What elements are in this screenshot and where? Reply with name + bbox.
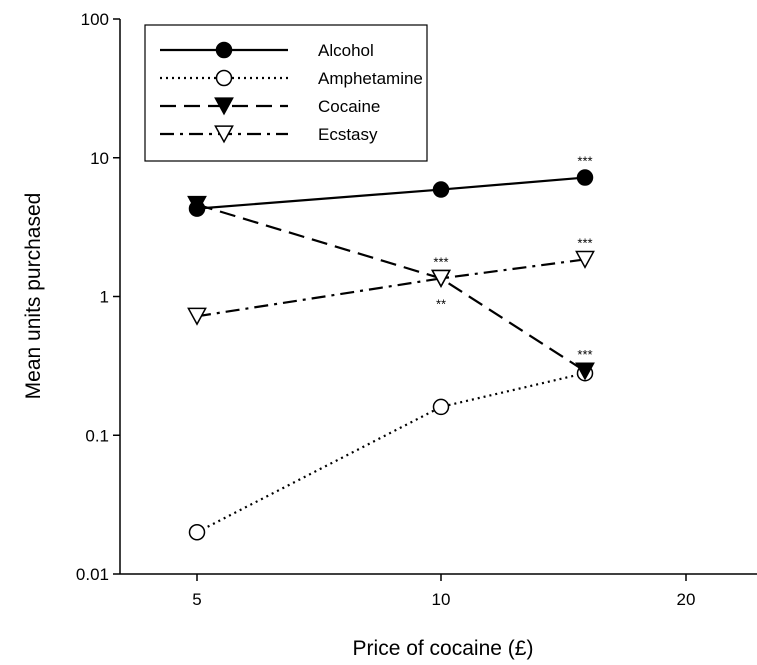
significance-marker: ** — [436, 296, 446, 311]
legend-label: Alcohol — [318, 41, 374, 60]
legend-label: Cocaine — [318, 97, 380, 116]
x-axis-label: Price of cocaine (£) — [353, 637, 534, 660]
series-alcohol — [188, 169, 594, 217]
data-point — [188, 523, 206, 541]
x-tick-label: 20 — [677, 590, 696, 609]
series-layer — [187, 169, 595, 541]
legend: Alcohol Amphetamine Cocaine Ecstasy — [144, 24, 428, 162]
data-point — [432, 181, 450, 198]
y-tick-label: 100 — [81, 10, 109, 29]
significance-marker: *** — [433, 254, 448, 269]
series-line — [196, 258, 586, 318]
data-point — [431, 269, 451, 288]
y-tick-label: 1 — [100, 288, 109, 307]
x-tick-label: 5 — [192, 590, 201, 609]
significance-marker: *** — [577, 347, 592, 362]
y-tick-label: 0.01 — [76, 565, 109, 584]
series-ecstasy — [187, 250, 595, 326]
series-amphetamine — [188, 364, 594, 541]
axes: 0.01 0.1 1 10 100 5 10 20 — [76, 10, 757, 609]
legend-marker — [214, 97, 234, 116]
x-tick-label: 10 — [432, 590, 451, 609]
legend-item-cocaine: Cocaine — [160, 97, 380, 116]
data-point — [432, 398, 450, 416]
data-point — [187, 195, 207, 214]
series-cocaine — [187, 195, 595, 381]
legend-box — [144, 24, 428, 162]
significance-marker: *** — [577, 154, 592, 169]
y-tick-label: 0.1 — [85, 426, 109, 445]
legend-marker — [215, 41, 233, 59]
legend-item-ecstasy: Ecstasy — [160, 125, 378, 144]
significance-marker: *** — [577, 235, 592, 250]
data-point — [187, 307, 207, 326]
annotations: ************** — [433, 154, 592, 363]
series-line — [196, 203, 586, 373]
series-line — [196, 372, 586, 534]
y-tick-label: 10 — [90, 149, 109, 168]
legend-label: Ecstasy — [318, 125, 378, 144]
series-line — [196, 176, 586, 210]
data-point — [575, 250, 595, 269]
legend-item-amphetamine: Amphetamine — [160, 69, 423, 88]
legend-label: Amphetamine — [318, 69, 423, 88]
data-point — [576, 169, 594, 186]
legend-marker — [214, 125, 234, 144]
data-point — [575, 362, 595, 381]
legend-marker — [215, 69, 233, 87]
legend-item-alcohol: Alcohol — [160, 41, 374, 60]
y-axis-label: Mean units purchased — [22, 193, 45, 400]
